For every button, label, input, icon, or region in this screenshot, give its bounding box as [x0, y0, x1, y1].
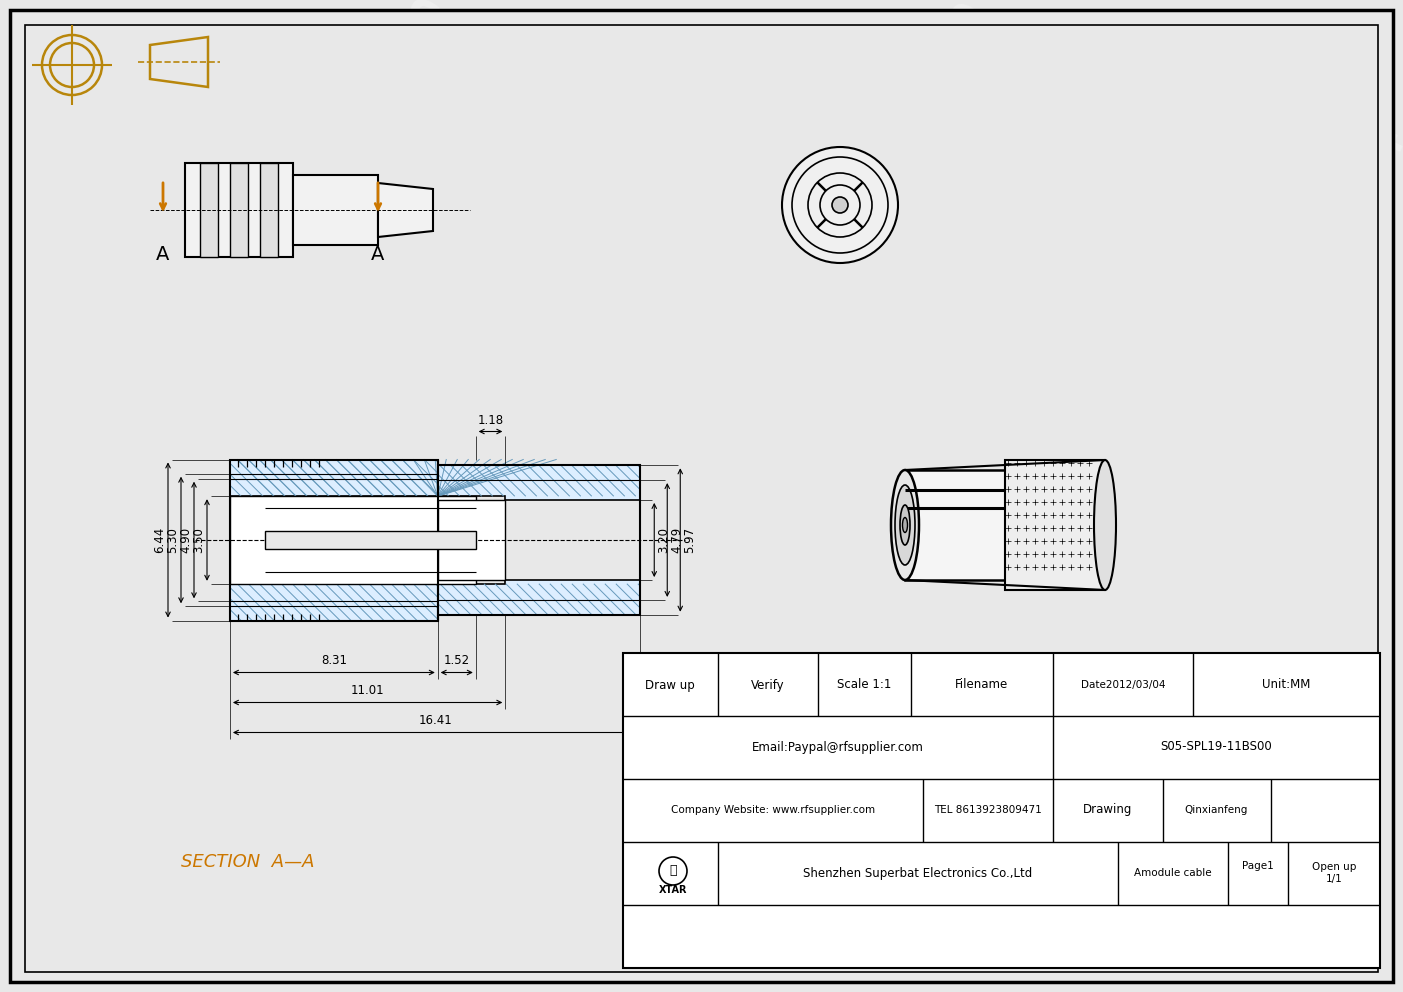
- Text: Superbat: Superbat: [72, 373, 328, 527]
- Text: Superbat: Superbat: [142, 683, 398, 836]
- Text: Filename: Filename: [955, 679, 1009, 691]
- Text: Superbat: Superbat: [432, 669, 687, 821]
- Text: Superbat: Superbat: [1113, 373, 1368, 527]
- Text: 5.97: 5.97: [683, 527, 696, 554]
- Text: Superbat: Superbat: [542, 188, 798, 341]
- Text: A: A: [156, 245, 170, 265]
- Text: Superbat: Superbat: [713, 688, 968, 841]
- Polygon shape: [438, 465, 640, 500]
- Text: Superbat: Superbat: [572, 529, 828, 682]
- Text: 3.20: 3.20: [657, 527, 671, 553]
- Ellipse shape: [891, 470, 919, 580]
- Text: Superbat: Superbat: [1052, 193, 1308, 346]
- Text: Qinxianfeng: Qinxianfeng: [1184, 805, 1247, 815]
- Text: Superbat: Superbat: [282, 218, 537, 372]
- Ellipse shape: [902, 518, 908, 533]
- Text: Superbat: Superbat: [393, 0, 648, 147]
- Text: Superbat: Superbat: [3, 193, 258, 346]
- Text: 11.01: 11.01: [351, 684, 384, 697]
- Text: 1.18: 1.18: [477, 414, 504, 427]
- Ellipse shape: [899, 505, 911, 545]
- Bar: [230, 163, 248, 257]
- Bar: [230, 459, 438, 621]
- Text: Shenzhen Superbat Electronics Co.,Ltd: Shenzhen Superbat Electronics Co.,Ltd: [804, 866, 1033, 880]
- Text: Date2012/03/04: Date2012/03/04: [1080, 680, 1166, 690]
- Text: 8.31: 8.31: [321, 655, 347, 668]
- Text: Email:Paypal@rfsupplier.com: Email:Paypal@rfsupplier.com: [752, 740, 925, 754]
- Text: Superbat: Superbat: [302, 554, 558, 706]
- Text: Superbat: Superbat: [932, 0, 1188, 152]
- Text: TEL 8613923809471: TEL 8613923809471: [934, 805, 1042, 815]
- Text: Open up
1/1: Open up 1/1: [1312, 862, 1357, 884]
- Ellipse shape: [1094, 460, 1115, 590]
- Text: Superbat: Superbat: [13, 534, 268, 686]
- Text: Amodule cable: Amodule cable: [1134, 868, 1212, 878]
- Text: 6.44: 6.44: [153, 527, 166, 554]
- Text: Superbat: Superbat: [672, 19, 927, 172]
- Polygon shape: [230, 583, 438, 621]
- Polygon shape: [438, 580, 640, 615]
- Text: Superbat: Superbat: [102, 24, 358, 177]
- Text: Company Website: www.rfsupplier.com: Company Website: www.rfsupplier.com: [671, 805, 875, 815]
- Bar: [1005, 460, 1106, 590]
- Text: 4.79: 4.79: [671, 527, 683, 554]
- Text: Superbat: Superbat: [342, 404, 598, 557]
- Text: 16.41: 16.41: [418, 714, 452, 727]
- Text: 4.90: 4.90: [180, 527, 192, 554]
- Circle shape: [659, 857, 687, 885]
- Text: 3.50: 3.50: [192, 527, 205, 553]
- Circle shape: [832, 197, 847, 213]
- Text: Superbat: Superbat: [962, 534, 1218, 686]
- Bar: [265, 531, 476, 549]
- Bar: [260, 163, 278, 257]
- Text: Drawing: Drawing: [1083, 804, 1132, 816]
- Text: S05-SPL19-11BS00: S05-SPL19-11BS00: [1160, 740, 1273, 754]
- Text: Ⓣ: Ⓣ: [669, 864, 676, 878]
- Text: XTAR: XTAR: [659, 885, 687, 895]
- Text: Draw up: Draw up: [645, 679, 694, 691]
- Bar: [905, 470, 1005, 580]
- Bar: [185, 163, 293, 257]
- Ellipse shape: [895, 485, 915, 565]
- Text: Superbat: Superbat: [803, 203, 1058, 356]
- Text: A: A: [372, 245, 384, 265]
- Polygon shape: [377, 183, 434, 237]
- Text: Verify: Verify: [751, 679, 784, 691]
- Text: Scale 1:1: Scale 1:1: [836, 679, 891, 691]
- Text: SECTION  A—A: SECTION A—A: [181, 853, 314, 871]
- Text: Superbat: Superbat: [612, 373, 868, 527]
- Bar: [293, 175, 377, 245]
- Bar: [623, 653, 1381, 968]
- Polygon shape: [230, 459, 438, 496]
- Circle shape: [781, 147, 898, 263]
- Text: Superbat: Superbat: [873, 394, 1128, 547]
- Bar: [438, 465, 640, 615]
- Text: Unit:MM: Unit:MM: [1261, 679, 1310, 691]
- Text: 1.52: 1.52: [443, 655, 470, 668]
- Text: Page1: Page1: [1242, 861, 1274, 871]
- Text: Superbat: Superbat: [1152, 29, 1403, 182]
- Bar: [438, 500, 505, 580]
- Text: 5.30: 5.30: [166, 527, 180, 553]
- Bar: [230, 496, 476, 583]
- Bar: [201, 163, 217, 257]
